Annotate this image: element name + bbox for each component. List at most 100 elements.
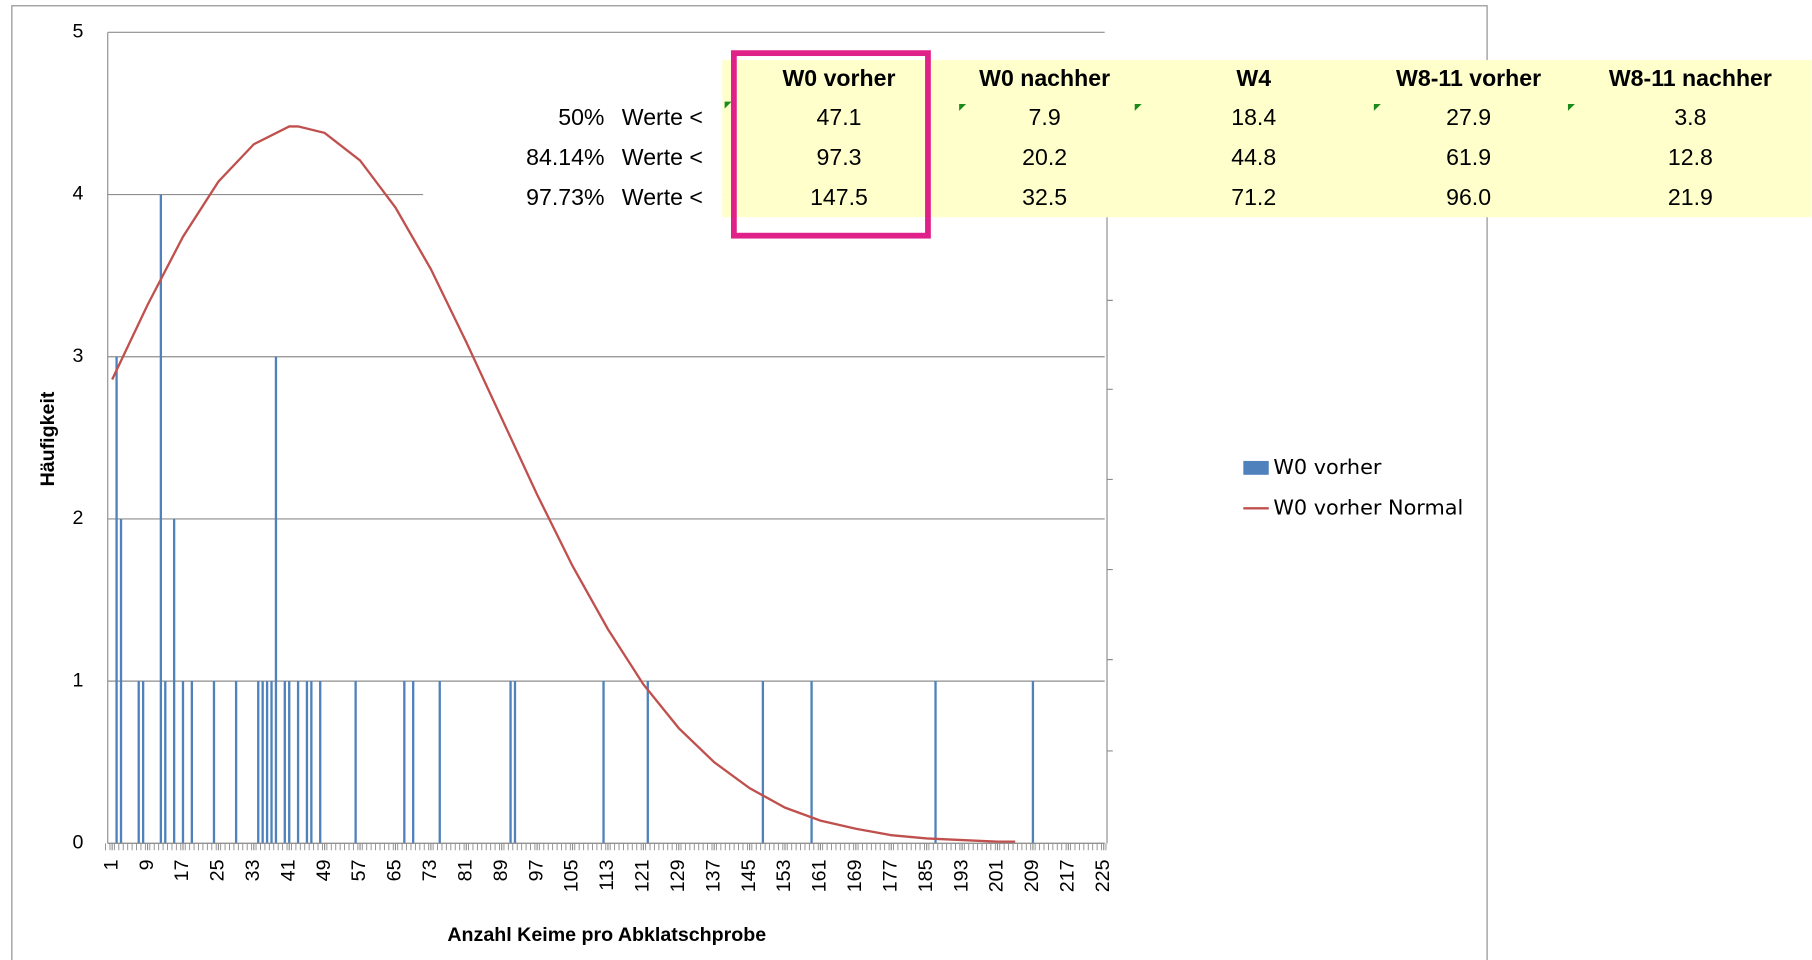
- bar: [412, 681, 415, 844]
- cell: 7.9: [1029, 104, 1061, 130]
- bar: [265, 681, 269, 844]
- bar: [141, 681, 145, 844]
- cell: 32.5: [1022, 184, 1067, 210]
- x-tick-label: 57: [348, 859, 370, 881]
- y-axis-label: Häufigkeit: [37, 391, 59, 486]
- bar: [181, 681, 185, 844]
- x-tick-label: 105: [561, 859, 583, 892]
- x-axis-label: Anzahl Keime pro Abklatschprobe: [447, 924, 766, 946]
- x-tick-label: 177: [879, 859, 901, 892]
- column-header: W8-11 vorher: [1396, 65, 1541, 91]
- x-tick-label: 49: [313, 859, 335, 881]
- cell: 18.4: [1231, 104, 1276, 130]
- x-tick-label: 65: [384, 859, 406, 881]
- bar: [761, 681, 765, 844]
- bar: [274, 356, 278, 844]
- bar: [119, 518, 123, 844]
- bar: [115, 356, 118, 844]
- x-tick-label: 137: [702, 859, 724, 892]
- x-tick-label: 89: [490, 859, 512, 881]
- bar: [283, 681, 286, 844]
- bar: [810, 681, 813, 844]
- bar: [270, 681, 273, 844]
- cell: 97.3: [817, 144, 862, 170]
- row-percent: 84.14%: [526, 144, 604, 170]
- bar: [602, 681, 605, 844]
- bar: [212, 681, 216, 844]
- bar: [190, 681, 193, 844]
- x-tick-label: 113: [596, 859, 618, 890]
- cell: 147.5: [810, 184, 868, 210]
- y-tick-label: 0: [73, 832, 84, 854]
- x-tick-label: 201: [986, 859, 1008, 892]
- bar: [319, 681, 322, 844]
- chart: 0 1 2 3 4 5 1 9 17 25 33 41 49 57 65 73 81 89 97 105 113 121 1…: [73, 21, 1464, 893]
- column-header: W0 nachher: [979, 65, 1110, 91]
- legend-label: W0 vorher: [1273, 455, 1382, 479]
- row-label: Werte <: [622, 104, 703, 130]
- cell: 21.9: [1668, 184, 1713, 210]
- x-tick-label: 169: [844, 859, 866, 892]
- x-tick-label: 9: [136, 859, 158, 870]
- column-header: W4: [1236, 65, 1271, 91]
- x-minor-ticks: [105, 843, 1107, 851]
- bar: [164, 681, 167, 844]
- bar: [288, 681, 291, 844]
- bar: [261, 681, 264, 844]
- highlight-box: [730, 50, 931, 239]
- cell: 96.0: [1446, 184, 1491, 210]
- legend-swatch: [1243, 460, 1269, 475]
- legend-label: W0 vorher Normal: [1273, 495, 1463, 519]
- x-tick-label: 129: [667, 859, 689, 892]
- x-tick-label: 41: [277, 859, 299, 881]
- bar: [403, 681, 406, 844]
- cell: 27.9: [1446, 104, 1491, 130]
- y-tick-label: 1: [73, 669, 84, 691]
- x-tick-label: 121: [632, 859, 654, 892]
- bar: [646, 681, 649, 844]
- x-tick-label: 193: [950, 859, 972, 892]
- x-tick-label: 145: [738, 859, 760, 892]
- bar: [305, 681, 309, 844]
- cell: 44.8: [1231, 144, 1276, 170]
- bar: [257, 681, 260, 844]
- bar: [513, 681, 517, 844]
- bar: [234, 681, 238, 844]
- bar: [310, 681, 313, 844]
- x-tick-label: 153: [773, 859, 795, 892]
- x-tick-label: 1: [100, 859, 122, 870]
- x-tick-label: 73: [419, 859, 441, 881]
- x-tick-label: 225: [1092, 859, 1114, 892]
- table: W0 vorher W0 nachher W4 W8-11 vorher W8-11 n…: [526, 65, 1772, 210]
- cell: 61.9: [1446, 144, 1491, 170]
- x-tick-label: 81: [454, 859, 476, 881]
- bar: [172, 518, 176, 844]
- bar: [934, 681, 937, 844]
- row-percent: 50%: [558, 104, 604, 130]
- y-tick-label: 3: [73, 345, 84, 367]
- cell: 3.8: [1674, 104, 1706, 130]
- y-tick-label: 5: [73, 21, 84, 43]
- cell: 47.1: [817, 104, 862, 130]
- row-percent: 97.73%: [526, 184, 604, 210]
- x-tick-label: 97: [525, 859, 547, 881]
- line: [111, 125, 1016, 843]
- y-tick-label: 2: [73, 507, 84, 529]
- bar: [137, 681, 140, 844]
- row-label: Werte <: [622, 144, 703, 170]
- cell: 20.2: [1022, 144, 1067, 170]
- column-header: W0 vorher: [783, 65, 896, 91]
- x-tick-label: 25: [207, 859, 229, 881]
- x-tick-label: 33: [242, 859, 264, 881]
- x-tick-label: 209: [1021, 859, 1043, 892]
- bar: [296, 681, 300, 844]
- bar: [509, 681, 512, 844]
- column-header: W8-11 nachher: [1609, 65, 1772, 91]
- bar: [1031, 681, 1035, 844]
- cell-background: [423, 99, 723, 218]
- x-tick-label: 161: [809, 859, 831, 892]
- x-tick-label: 185: [915, 859, 937, 892]
- table-background: [722, 60, 1812, 218]
- x-tick-label: 217: [1057, 859, 1079, 892]
